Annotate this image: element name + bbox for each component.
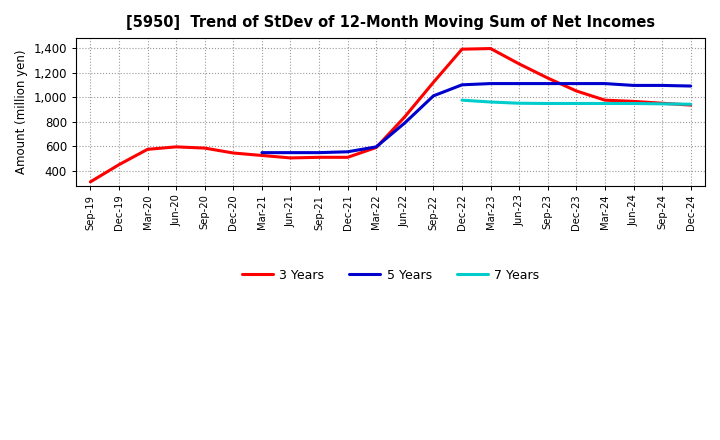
5 Years	[343, 149, 352, 154]
5 Years	[515, 81, 523, 86]
3 Years	[400, 114, 409, 119]
5 Years	[686, 84, 695, 89]
7 Years	[600, 101, 609, 106]
3 Years	[686, 103, 695, 108]
3 Years	[629, 99, 638, 104]
5 Years	[600, 81, 609, 86]
3 Years	[429, 80, 438, 85]
Title: [5950]  Trend of StDev of 12-Month Moving Sum of Net Incomes: [5950] Trend of StDev of 12-Month Moving…	[126, 15, 655, 30]
5 Years	[258, 150, 266, 155]
5 Years	[544, 81, 552, 86]
7 Years	[629, 101, 638, 106]
7 Years	[686, 102, 695, 107]
3 Years	[600, 98, 609, 103]
7 Years	[515, 101, 523, 106]
5 Years	[486, 81, 495, 86]
3 Years	[143, 147, 152, 152]
Line: 5 Years: 5 Years	[262, 84, 690, 153]
3 Years	[315, 155, 323, 160]
3 Years	[572, 88, 580, 94]
3 Years	[172, 144, 181, 150]
7 Years	[658, 101, 667, 106]
3 Years	[486, 46, 495, 51]
3 Years	[286, 155, 294, 161]
7 Years	[572, 101, 580, 106]
5 Years	[429, 93, 438, 99]
3 Years	[544, 75, 552, 81]
5 Years	[629, 83, 638, 88]
5 Years	[658, 83, 667, 88]
3 Years	[343, 155, 352, 160]
5 Years	[458, 82, 467, 88]
3 Years	[86, 179, 95, 184]
Line: 7 Years: 7 Years	[462, 100, 690, 104]
Line: 3 Years: 3 Years	[91, 48, 690, 182]
5 Years	[286, 150, 294, 155]
3 Years	[200, 146, 209, 151]
3 Years	[258, 153, 266, 158]
5 Years	[315, 150, 323, 155]
5 Years	[372, 144, 381, 150]
3 Years	[372, 145, 381, 150]
5 Years	[400, 120, 409, 125]
7 Years	[544, 101, 552, 106]
Legend: 3 Years, 5 Years, 7 Years: 3 Years, 5 Years, 7 Years	[242, 268, 539, 282]
7 Years	[486, 99, 495, 105]
3 Years	[458, 47, 467, 52]
7 Years	[458, 98, 467, 103]
5 Years	[572, 81, 580, 86]
3 Years	[658, 101, 667, 106]
3 Years	[515, 61, 523, 66]
3 Years	[114, 162, 123, 167]
3 Years	[229, 150, 238, 156]
Y-axis label: Amount (million yen): Amount (million yen)	[15, 50, 28, 174]
